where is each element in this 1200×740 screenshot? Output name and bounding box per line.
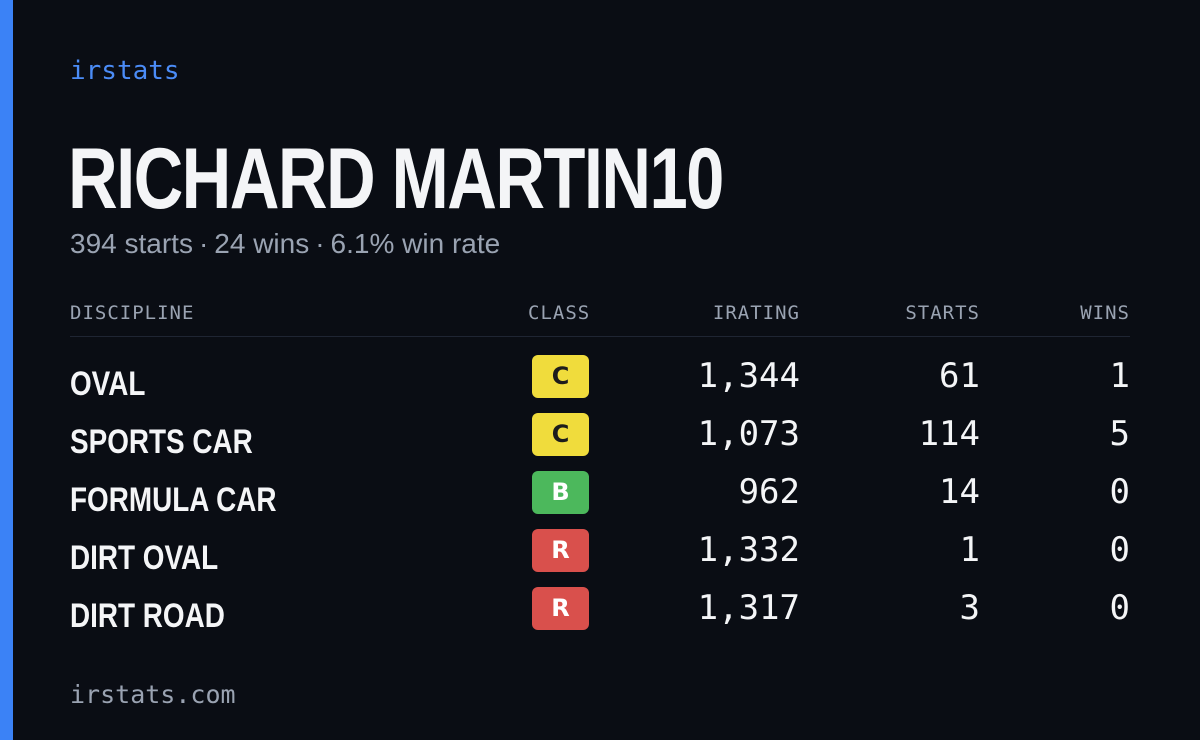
starts-value: 1	[959, 530, 980, 570]
summary-wins: 24 wins	[214, 228, 310, 259]
accent-bar	[0, 0, 13, 740]
table-header: DISCIPLINE CLASS IRATING STARTS WINS	[70, 296, 1130, 337]
starts-value: 114	[918, 414, 980, 454]
starts-value: 3	[959, 588, 980, 628]
starts-value: 61	[939, 356, 980, 396]
class-badge: R	[532, 587, 589, 630]
wins-value: 0	[1109, 588, 1130, 628]
wins-value: 1	[1109, 356, 1130, 396]
irating-value: 962	[738, 472, 800, 512]
table-body: OVAL C 1,344 61 1 SPORTS CAR C 1,073 114…	[70, 337, 1130, 643]
discipline-name: DIRT OVAL	[70, 539, 219, 577]
wins-value: 0	[1109, 472, 1130, 512]
summary-separator: ·	[198, 228, 209, 259]
irating-value: 1,073	[697, 414, 800, 454]
discipline-name: DIRT ROAD	[70, 597, 225, 635]
header-class: CLASS	[528, 302, 591, 324]
table-row: FORMULA CAR B 962 14 0	[70, 469, 1130, 527]
header-irating: IRATING	[712, 302, 800, 324]
class-badge: B	[532, 471, 589, 514]
summary-win-rate: 6.1% win rate	[330, 228, 501, 259]
table-row: OVAL C 1,344 61 1	[70, 353, 1130, 411]
class-badge: R	[532, 529, 589, 572]
wins-value: 0	[1109, 530, 1130, 570]
footer-url: irstats.com	[70, 680, 236, 709]
table-row: DIRT ROAD R 1,317 3 0	[70, 585, 1130, 643]
summary-starts: 394 starts	[70, 228, 193, 259]
brand-logo: irstats	[70, 56, 180, 86]
discipline-name: SPORTS CAR	[70, 423, 253, 461]
irating-value: 1,344	[697, 356, 800, 396]
irating-value: 1,332	[697, 530, 800, 570]
table-row: SPORTS CAR C 1,073 114 5	[70, 411, 1130, 469]
summary-line: 394 starts · 24 wins · 6.1% win rate	[70, 228, 500, 260]
class-badge: C	[532, 413, 589, 456]
driver-name: RICHARD MARTIN10	[68, 131, 724, 227]
stats-table: DISCIPLINE CLASS IRATING STARTS WINS OVA…	[70, 296, 1130, 643]
class-badge: C	[532, 355, 589, 398]
wins-value: 5	[1109, 414, 1130, 454]
header-wins: WINS	[1080, 302, 1130, 324]
table-row: DIRT OVAL R 1,332 1 0	[70, 527, 1130, 585]
starts-value: 14	[939, 472, 980, 512]
summary-separator: ·	[315, 228, 325, 259]
discipline-name: FORMULA CAR	[70, 481, 277, 519]
irating-value: 1,317	[697, 588, 800, 628]
header-starts: STARTS	[905, 302, 980, 324]
discipline-name: OVAL	[70, 365, 146, 403]
header-discipline: DISCIPLINE	[70, 302, 195, 324]
